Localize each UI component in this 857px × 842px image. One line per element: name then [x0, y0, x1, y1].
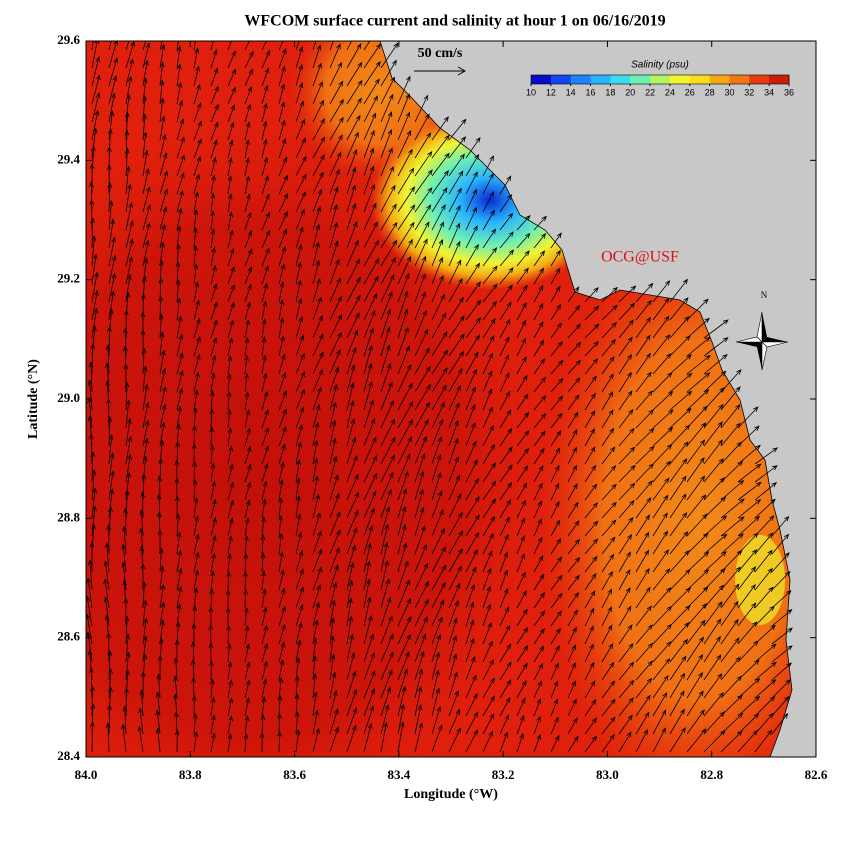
colorbar-tick-label: 34: [764, 87, 774, 97]
credit: OCG@USF: [601, 249, 679, 266]
colorbar-tick-label: 14: [566, 87, 576, 97]
colorbar-swatch: [550, 75, 572, 84]
colorbar-tick-label: 20: [625, 87, 635, 97]
colorbar-swatch: [769, 75, 790, 84]
field-shade: [735, 535, 785, 625]
colorbar-swatch: [749, 75, 770, 84]
colorbar-tick-label: 26: [685, 87, 695, 97]
current-vectors: [86, 41, 793, 753]
colorbar-tick-label: 24: [665, 87, 675, 97]
y-tick-label: 29.0: [57, 390, 80, 405]
colorbar-tick-label: 32: [744, 87, 754, 97]
colorbar-swatch: [610, 75, 631, 84]
colorbar-tick-label: 30: [724, 87, 734, 97]
vector-arrows: [86, 41, 793, 753]
y-tick-label: 28.6: [57, 629, 80, 644]
colorbar-tick-label: 22: [645, 87, 655, 97]
x-tick-label: 83.0: [596, 767, 619, 782]
colorbar-swatch: [590, 75, 611, 84]
y-tick-label: 29.2: [57, 271, 80, 286]
y-axis-label: Latitude (°N): [26, 359, 41, 439]
x-tick-label: 83.8: [179, 767, 202, 782]
colorbar-swatch: [531, 75, 552, 84]
colorbar-swatch: [709, 75, 730, 84]
y-tick-label: 29.6: [57, 32, 80, 47]
colorbar-tick-label: 18: [605, 87, 615, 97]
colorbar-swatch: [630, 75, 651, 84]
x-tick-label: 84.0: [75, 767, 98, 782]
colorbar-swatch: [570, 75, 592, 84]
colorbar: 10 12 14 16 18 20 22 24 26 28 30 32 34 36: [526, 74, 794, 97]
colorbar-title: Salinity (psu): [631, 60, 689, 71]
x-tick-label: 83.4: [387, 767, 410, 782]
colorbar-swatch: [729, 75, 750, 84]
colorbar-swatch: [689, 75, 711, 84]
y-tick-label: 29.4: [57, 151, 80, 166]
x-tick-label: 83.2: [492, 767, 515, 782]
colorbar-swatch: [650, 75, 671, 84]
y-tick-label: 28.4: [57, 748, 80, 763]
y-tick-label: 28.8: [57, 509, 80, 524]
colorbar-tick-label: 10: [526, 87, 536, 97]
compass: [735, 311, 789, 371]
colorbar-tick-label: 28: [705, 87, 715, 97]
x-axis-label: Longitude (°W): [404, 787, 498, 802]
colorbar-tick-label: 12: [546, 87, 556, 97]
colorbar-frame: [530, 74, 790, 85]
colorbar-swatch: [669, 75, 691, 84]
x-tick-label: 82.6: [805, 767, 828, 782]
colorbar-tick-label: 16: [586, 87, 596, 97]
x-tick-label: 83.6: [283, 767, 306, 782]
compass-label: N: [761, 290, 768, 300]
scale-label: 50 cm/s: [418, 46, 463, 61]
scale-arrow: [414, 66, 467, 76]
x-tick-label: 82.8: [700, 767, 723, 782]
title: WFCOM surface current and salinity at ho…: [244, 13, 665, 30]
colorbar-tick-label: 36: [784, 87, 794, 97]
